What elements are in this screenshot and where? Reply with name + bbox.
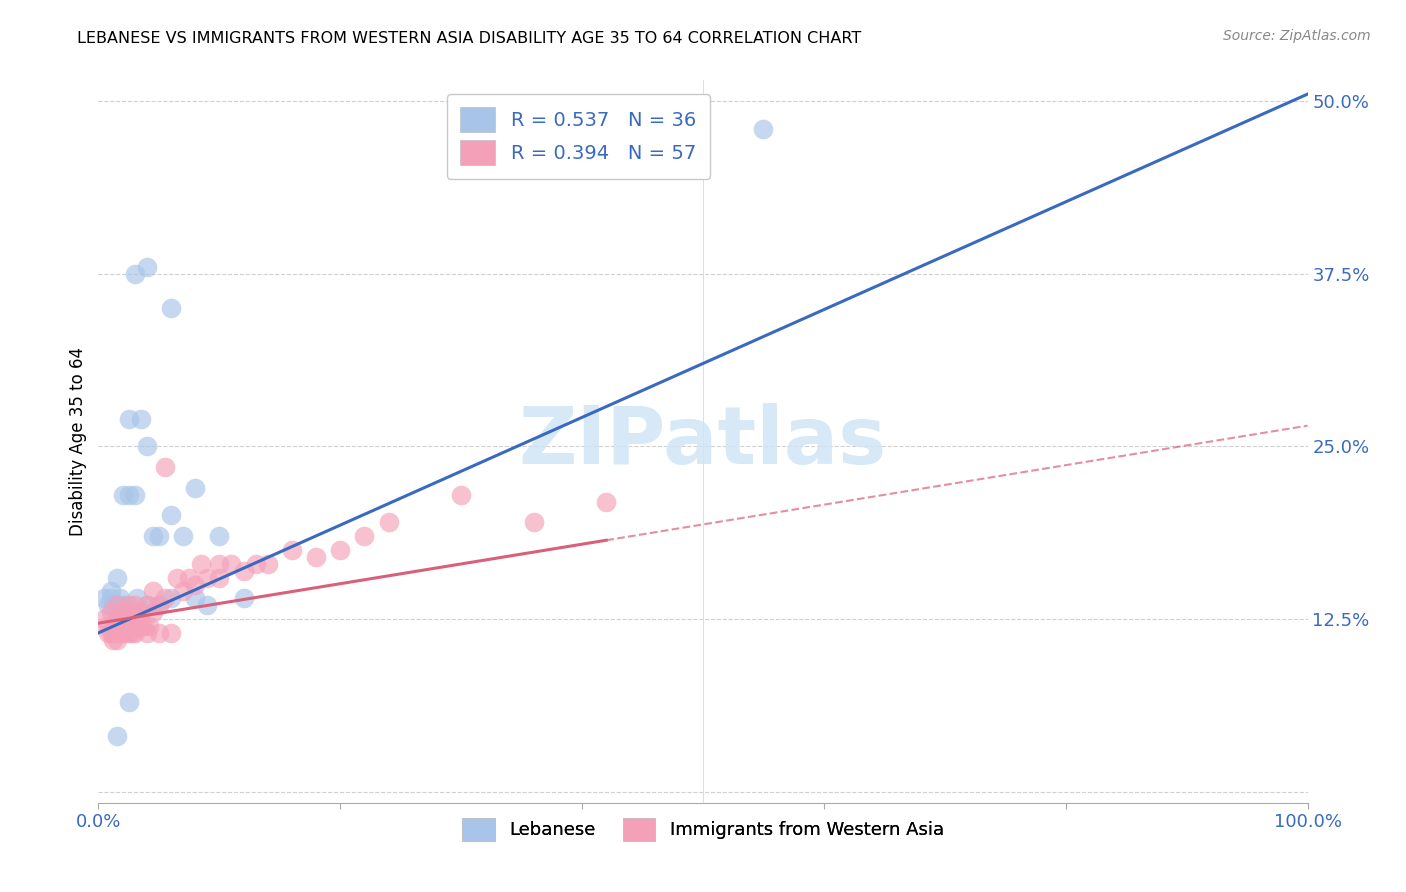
Text: Source: ZipAtlas.com: Source: ZipAtlas.com xyxy=(1223,29,1371,43)
Point xyxy=(148,626,170,640)
Point xyxy=(153,591,176,606)
Point xyxy=(160,508,183,523)
Point xyxy=(100,626,122,640)
Point xyxy=(118,695,141,709)
Point xyxy=(111,488,134,502)
Point xyxy=(93,591,115,606)
Point xyxy=(305,549,328,564)
Point xyxy=(96,619,118,633)
Point xyxy=(195,599,218,613)
Point xyxy=(160,591,183,606)
Point xyxy=(166,571,188,585)
Point xyxy=(595,494,617,508)
Point xyxy=(184,481,207,495)
Point xyxy=(105,605,128,619)
Point xyxy=(184,577,207,591)
Point xyxy=(118,626,141,640)
Point xyxy=(103,626,125,640)
Point xyxy=(114,599,136,613)
Point xyxy=(190,557,212,571)
Point xyxy=(208,571,231,585)
Point xyxy=(118,599,141,613)
Point xyxy=(108,591,131,606)
Point xyxy=(124,626,146,640)
Point xyxy=(101,599,124,613)
Point xyxy=(93,612,115,626)
Point xyxy=(105,599,128,613)
Point xyxy=(135,439,157,453)
Point xyxy=(127,591,149,606)
Point xyxy=(232,591,254,606)
Point xyxy=(142,605,165,619)
Point xyxy=(111,599,134,613)
Point xyxy=(329,543,352,558)
Point xyxy=(281,543,304,558)
Point xyxy=(118,488,141,502)
Point xyxy=(114,626,136,640)
Point xyxy=(100,591,122,606)
Point xyxy=(105,730,128,744)
Point xyxy=(148,599,170,613)
Point xyxy=(148,599,170,613)
Point xyxy=(135,626,157,640)
Point xyxy=(142,584,165,599)
Point xyxy=(97,599,120,613)
Point xyxy=(134,619,156,633)
Point xyxy=(148,529,170,543)
Point xyxy=(221,557,243,571)
Point xyxy=(118,411,141,425)
Point xyxy=(124,599,146,613)
Point xyxy=(105,612,128,626)
Point xyxy=(124,267,146,281)
Y-axis label: Disability Age 35 to 64: Disability Age 35 to 64 xyxy=(69,347,87,536)
Point xyxy=(138,619,160,633)
Point xyxy=(111,619,134,633)
Point xyxy=(101,632,124,647)
Point xyxy=(111,605,134,619)
Point xyxy=(142,529,165,543)
Point xyxy=(135,599,157,613)
Point xyxy=(256,557,278,571)
Point xyxy=(752,121,775,136)
Point xyxy=(129,605,152,619)
Point xyxy=(105,632,128,647)
Point xyxy=(129,619,152,633)
Point xyxy=(100,605,122,619)
Point xyxy=(232,564,254,578)
Point xyxy=(245,557,267,571)
Point xyxy=(160,301,183,316)
Text: LEBANESE VS IMMIGRANTS FROM WESTERN ASIA DISABILITY AGE 35 TO 64 CORRELATION CHA: LEBANESE VS IMMIGRANTS FROM WESTERN ASIA… xyxy=(77,31,862,46)
Point xyxy=(450,488,472,502)
Point xyxy=(127,619,149,633)
Point xyxy=(118,612,141,626)
Point xyxy=(523,516,546,530)
Point xyxy=(105,571,128,585)
Point xyxy=(129,411,152,425)
Point xyxy=(100,584,122,599)
Point xyxy=(208,529,231,543)
Point xyxy=(153,460,176,475)
Point xyxy=(135,599,157,613)
Text: ZIPatlas: ZIPatlas xyxy=(519,402,887,481)
Point xyxy=(160,626,183,640)
Point xyxy=(353,529,375,543)
Point xyxy=(184,591,207,606)
Point xyxy=(121,612,143,626)
Point xyxy=(97,626,120,640)
Point xyxy=(108,626,131,640)
Point xyxy=(135,260,157,274)
Point xyxy=(124,488,146,502)
Point xyxy=(172,584,194,599)
Point xyxy=(124,605,146,619)
Point xyxy=(195,571,218,585)
Point xyxy=(121,626,143,640)
Point xyxy=(377,516,399,530)
Point xyxy=(108,612,131,626)
Point xyxy=(179,571,201,585)
Legend: Lebanese, Immigrants from Western Asia: Lebanese, Immigrants from Western Asia xyxy=(456,810,950,848)
Point xyxy=(172,529,194,543)
Point xyxy=(124,612,146,626)
Point xyxy=(208,557,231,571)
